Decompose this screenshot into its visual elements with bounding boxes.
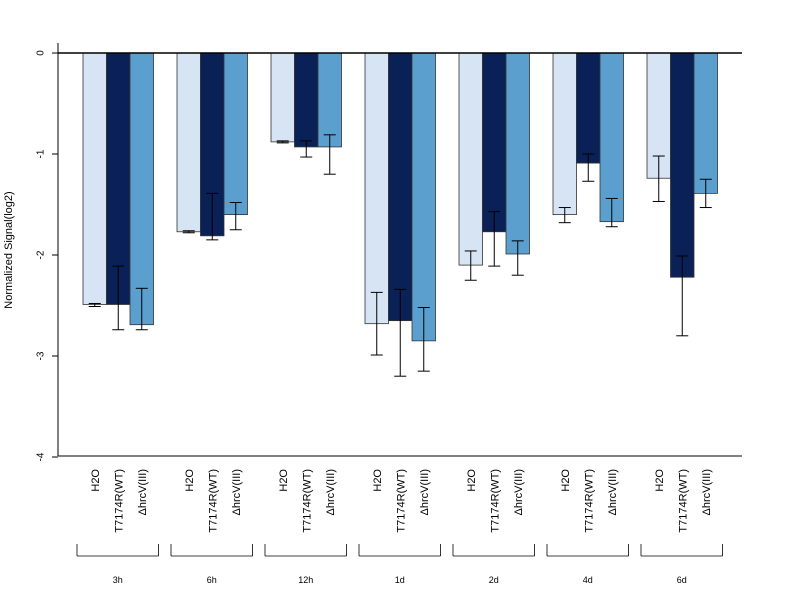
error-bar bbox=[417, 307, 430, 372]
y-tick-label: -3 bbox=[36, 351, 47, 360]
bar bbox=[294, 52, 319, 148]
error-bar bbox=[323, 134, 336, 175]
bar bbox=[129, 52, 154, 326]
bar bbox=[552, 52, 577, 216]
x-tick-label: T7174R(WT) bbox=[677, 469, 689, 533]
x-tick-label: ΔhrcV(III) bbox=[325, 469, 337, 515]
x-tick-label: ΔhrcV(III) bbox=[701, 469, 713, 515]
x-tick-label: H2O bbox=[90, 469, 102, 492]
group-bracket bbox=[546, 544, 629, 557]
axes-layer: 0 -1 -2 -3 -4 bbox=[36, 43, 742, 461]
x-tick-label: T7174R(WT) bbox=[113, 469, 125, 533]
error-bar bbox=[558, 207, 571, 224]
x-tick-label: H2O bbox=[466, 469, 478, 492]
bar bbox=[82, 52, 107, 305]
error-bar bbox=[229, 201, 242, 231]
x-tick-label: T7174R(WT) bbox=[207, 469, 219, 533]
x-tick-label: H2O bbox=[372, 469, 384, 492]
error-bar bbox=[605, 197, 618, 228]
x-tick-label: ΔhrcV(III) bbox=[231, 469, 243, 515]
y-axis-label: Normalized Signal(log2) bbox=[3, 191, 15, 308]
x-tick-label: ΔhrcV(III) bbox=[513, 469, 525, 515]
bar bbox=[388, 52, 413, 322]
x-tick-label: ΔhrcV(III) bbox=[419, 469, 431, 515]
x-tick-label: T7174R(WT) bbox=[395, 469, 407, 533]
group-bracket bbox=[358, 544, 441, 557]
bar bbox=[176, 52, 201, 233]
x-tick-label: H2O bbox=[278, 469, 290, 492]
bar bbox=[576, 52, 601, 164]
x-tick-label: T7174R(WT) bbox=[489, 469, 501, 533]
group-label: 6d bbox=[677, 575, 687, 585]
error-bar bbox=[300, 140, 313, 158]
y-tick-label: 0 bbox=[36, 50, 47, 56]
error-bar bbox=[88, 302, 101, 308]
group-bracket bbox=[640, 544, 723, 557]
error-bar bbox=[652, 155, 665, 202]
error-bars-layer bbox=[88, 134, 712, 377]
labels-layer: H2O T7174R(WT) ΔhrcV(III) 3h H2O T7174R(WT) Δh… bbox=[76, 469, 723, 585]
error-bar bbox=[582, 153, 595, 182]
error-bar bbox=[276, 140, 289, 144]
group-bracket bbox=[264, 544, 347, 557]
bar bbox=[693, 52, 718, 194]
error-bar bbox=[511, 240, 524, 276]
error-bar bbox=[135, 287, 148, 331]
error-bar bbox=[676, 255, 689, 337]
x-tick-label: ΔhrcV(III) bbox=[607, 469, 619, 515]
group-label: 2d bbox=[489, 575, 499, 585]
error-bar bbox=[206, 192, 219, 241]
group-label: 4d bbox=[583, 575, 593, 585]
y-tick-label: -1 bbox=[36, 149, 47, 158]
x-tick-label: H2O bbox=[560, 469, 572, 492]
group-label: 6h bbox=[207, 575, 217, 585]
x-tick-label: T7174R(WT) bbox=[301, 469, 313, 533]
group-bracket bbox=[452, 544, 535, 557]
group-label: 12h bbox=[298, 575, 313, 585]
x-tick-label: ΔhrcV(III) bbox=[137, 469, 149, 515]
y-tick-label: -2 bbox=[36, 250, 47, 259]
x-tick-label: H2O bbox=[184, 469, 196, 492]
bar bbox=[599, 52, 624, 223]
bar bbox=[482, 52, 507, 233]
error-bar bbox=[182, 230, 195, 234]
bar bbox=[317, 52, 342, 148]
bar bbox=[223, 52, 248, 216]
error-bar bbox=[394, 288, 407, 377]
group-label: 3h bbox=[113, 575, 123, 585]
bar bbox=[458, 52, 483, 266]
x-tick-label: H2O bbox=[654, 469, 666, 492]
bar bbox=[364, 52, 389, 325]
bar bbox=[670, 52, 695, 278]
error-bar bbox=[370, 291, 383, 356]
group-label: 1d bbox=[395, 575, 405, 585]
group-bracket bbox=[170, 544, 253, 557]
y-tick-label: -4 bbox=[36, 452, 47, 461]
group-bracket bbox=[76, 544, 159, 557]
bar bbox=[411, 52, 436, 342]
bar bbox=[505, 52, 530, 255]
x-tick-label: T7174R(WT) bbox=[583, 469, 595, 533]
error-bar bbox=[112, 265, 125, 331]
error-bar bbox=[699, 178, 712, 209]
bar bbox=[270, 52, 295, 143]
bars-layer bbox=[82, 52, 718, 342]
error-bar bbox=[488, 211, 501, 267]
error-bar bbox=[464, 250, 477, 281]
